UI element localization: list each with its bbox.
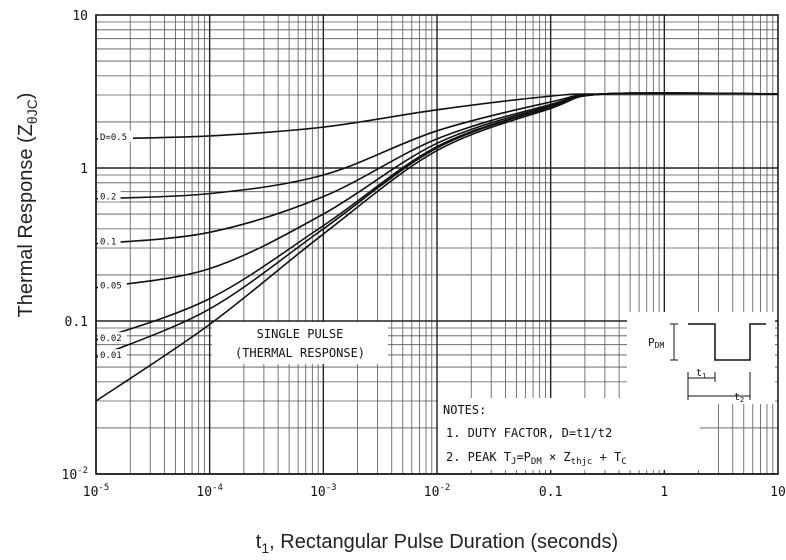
- single-pulse-label-box: [212, 322, 388, 364]
- x-tick-label: 1: [660, 485, 668, 500]
- y-tick-label: 10-2: [62, 466, 89, 483]
- notes-box: [438, 398, 700, 470]
- curve-label-0-02: 0.02: [100, 334, 122, 344]
- single-pulse-label: SINGLE PULSE: [257, 327, 344, 341]
- x-tick-label: 0.1: [539, 485, 562, 500]
- curve-label-bg: [98, 279, 127, 291]
- thermal-response-label: (THERMAL RESPONSE): [235, 346, 365, 360]
- curve-label-bg: [98, 130, 133, 142]
- t1-label: t1: [696, 368, 706, 380]
- thermal-curves: [95, 92, 779, 402]
- plot-frame: [95, 14, 779, 475]
- notes-title: NOTES:: [443, 403, 486, 417]
- pulse-waveform-inset: PDM t1 t2: [627, 312, 775, 404]
- y-tick-label: 10: [72, 9, 88, 24]
- curve-label-d-0-5: D=0.5: [100, 133, 127, 143]
- x-tick-label: 10-4: [196, 483, 223, 500]
- x-tick-labels: 10-5 10-4 10-3 10-2 0.1 1 10: [83, 483, 786, 500]
- pdm-label: PDM: [648, 336, 664, 350]
- y-tick-label: 0.1: [65, 315, 88, 330]
- curve-label-bg: [98, 190, 121, 202]
- note-peak-tj: 2. PEAK TJ=PDM × Zthjc + TC: [446, 450, 627, 467]
- x-tick-label: 10-2: [424, 483, 451, 500]
- curve-single-pulse: [95, 92, 779, 402]
- curve-label-0-1: 0.1: [100, 238, 116, 248]
- x-tick-label: 10-5: [83, 483, 110, 500]
- x-tick-label: 10: [770, 485, 786, 500]
- pulse-waveform: [688, 323, 766, 361]
- note-duty-factor: 1. DUTY FACTOR, D=t1/t2: [446, 426, 612, 440]
- y-tick-label: 1: [80, 162, 88, 177]
- curve-label-bg: [98, 235, 121, 247]
- t2-label: t2: [734, 392, 744, 404]
- x-axis-title: t1, Rectangular Pulse Duration (seconds): [256, 531, 618, 556]
- curve-label-0-05: 0.05: [100, 282, 122, 292]
- y-tick-labels: 10 1 0.1 10-2: [62, 9, 89, 483]
- curve-labels: D=0.5 0.2 0.1 0.05 0.02 0.01: [98, 130, 133, 361]
- x-tick-label: 10-3: [310, 483, 337, 500]
- curve-label-0-01: 0.01: [100, 351, 122, 361]
- curve-label-0-2: 0.2: [100, 193, 116, 203]
- y-axis-title: Thermal Response (ZθJC): [15, 93, 40, 318]
- curve-label-bg: [98, 349, 127, 361]
- curve-label-bg: [98, 332, 127, 344]
